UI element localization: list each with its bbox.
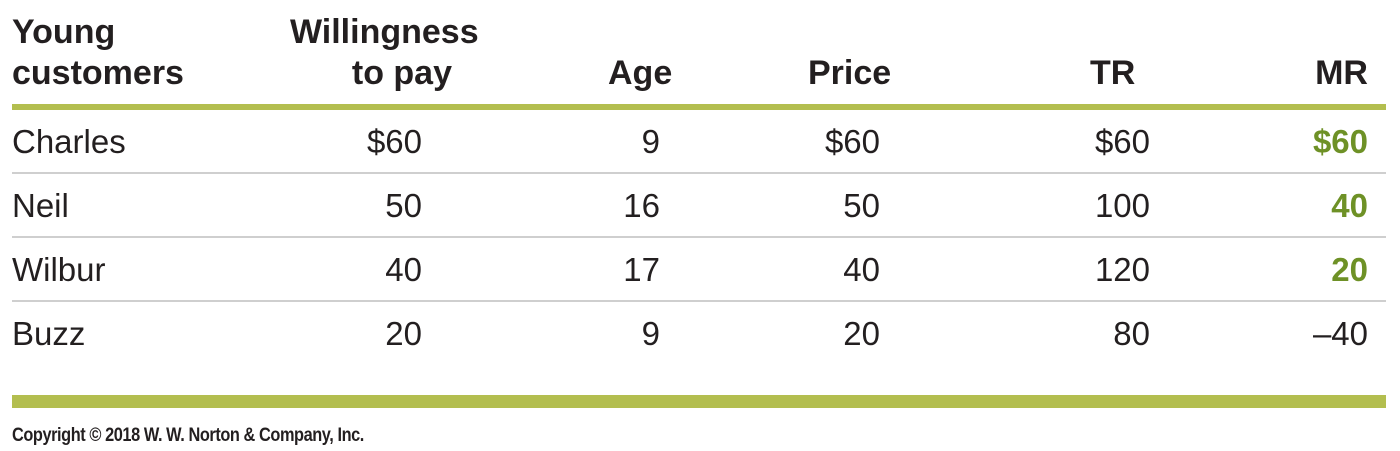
header-young-customers: Young customers (12, 12, 184, 94)
header-customers-line2: customers (12, 54, 184, 92)
age-value: 17 (623, 251, 660, 288)
copyright-notice: Copyright © 2018 W. W. Norton & Company,… (12, 425, 364, 446)
bottom-rule (12, 395, 1386, 408)
tr-value: 100 (1094, 187, 1150, 224)
table-row: Buzz 20 9 20 80 –40 (12, 302, 1386, 366)
customer-name: Neil (12, 187, 69, 224)
price-value: 50 (843, 187, 880, 224)
header-wtp-line1: Willingness (290, 13, 479, 51)
row-divider (12, 236, 1386, 238)
willingness-to-pay-value: 20 (385, 315, 422, 352)
tr-value: $60 (1094, 123, 1150, 160)
price-value: 40 (843, 251, 880, 288)
customer-name: Buzz (12, 315, 86, 352)
tr-value: 120 (1094, 251, 1150, 288)
header-rule (12, 104, 1386, 110)
table-row: Charles $60 9 $60 $60 $60 (12, 110, 1386, 174)
mr-value: 20 (1331, 251, 1368, 288)
mr-value: 40 (1331, 187, 1368, 224)
age-value: 9 (641, 315, 660, 352)
price-value: $60 (824, 123, 880, 160)
customer-name: Wilbur (12, 251, 106, 288)
table-row: Wilbur 40 17 40 120 20 (12, 238, 1386, 302)
mr-value: –40 (1312, 315, 1368, 352)
header-wtp-line2: to pay (351, 54, 452, 92)
customer-name: Charles (12, 123, 126, 160)
header-mr: MR (1315, 54, 1368, 92)
header-price: Price (808, 54, 892, 92)
tr-value: 80 (1113, 315, 1150, 352)
age-value: 16 (623, 187, 660, 224)
table-header: Young customers Willingness to pay Age P… (12, 0, 1386, 104)
header-age: Age (608, 54, 673, 92)
header-tr: TR (1090, 54, 1136, 92)
age-value: 9 (641, 123, 660, 160)
header-willingness-to-pay: Willingness to pay (290, 12, 480, 94)
price-value: 20 (843, 315, 880, 352)
pricing-table: Young customers Willingness to pay Age P… (12, 0, 1386, 352)
row-divider (12, 300, 1386, 302)
row-divider (12, 172, 1386, 174)
willingness-to-pay-value: 50 (385, 187, 422, 224)
willingness-to-pay-value: 40 (385, 251, 422, 288)
willingness-to-pay-value: $60 (366, 123, 422, 160)
table-row: Neil 50 16 50 100 40 (12, 174, 1386, 238)
mr-value: $60 (1312, 123, 1368, 160)
header-customers-line1: Young (12, 13, 116, 51)
